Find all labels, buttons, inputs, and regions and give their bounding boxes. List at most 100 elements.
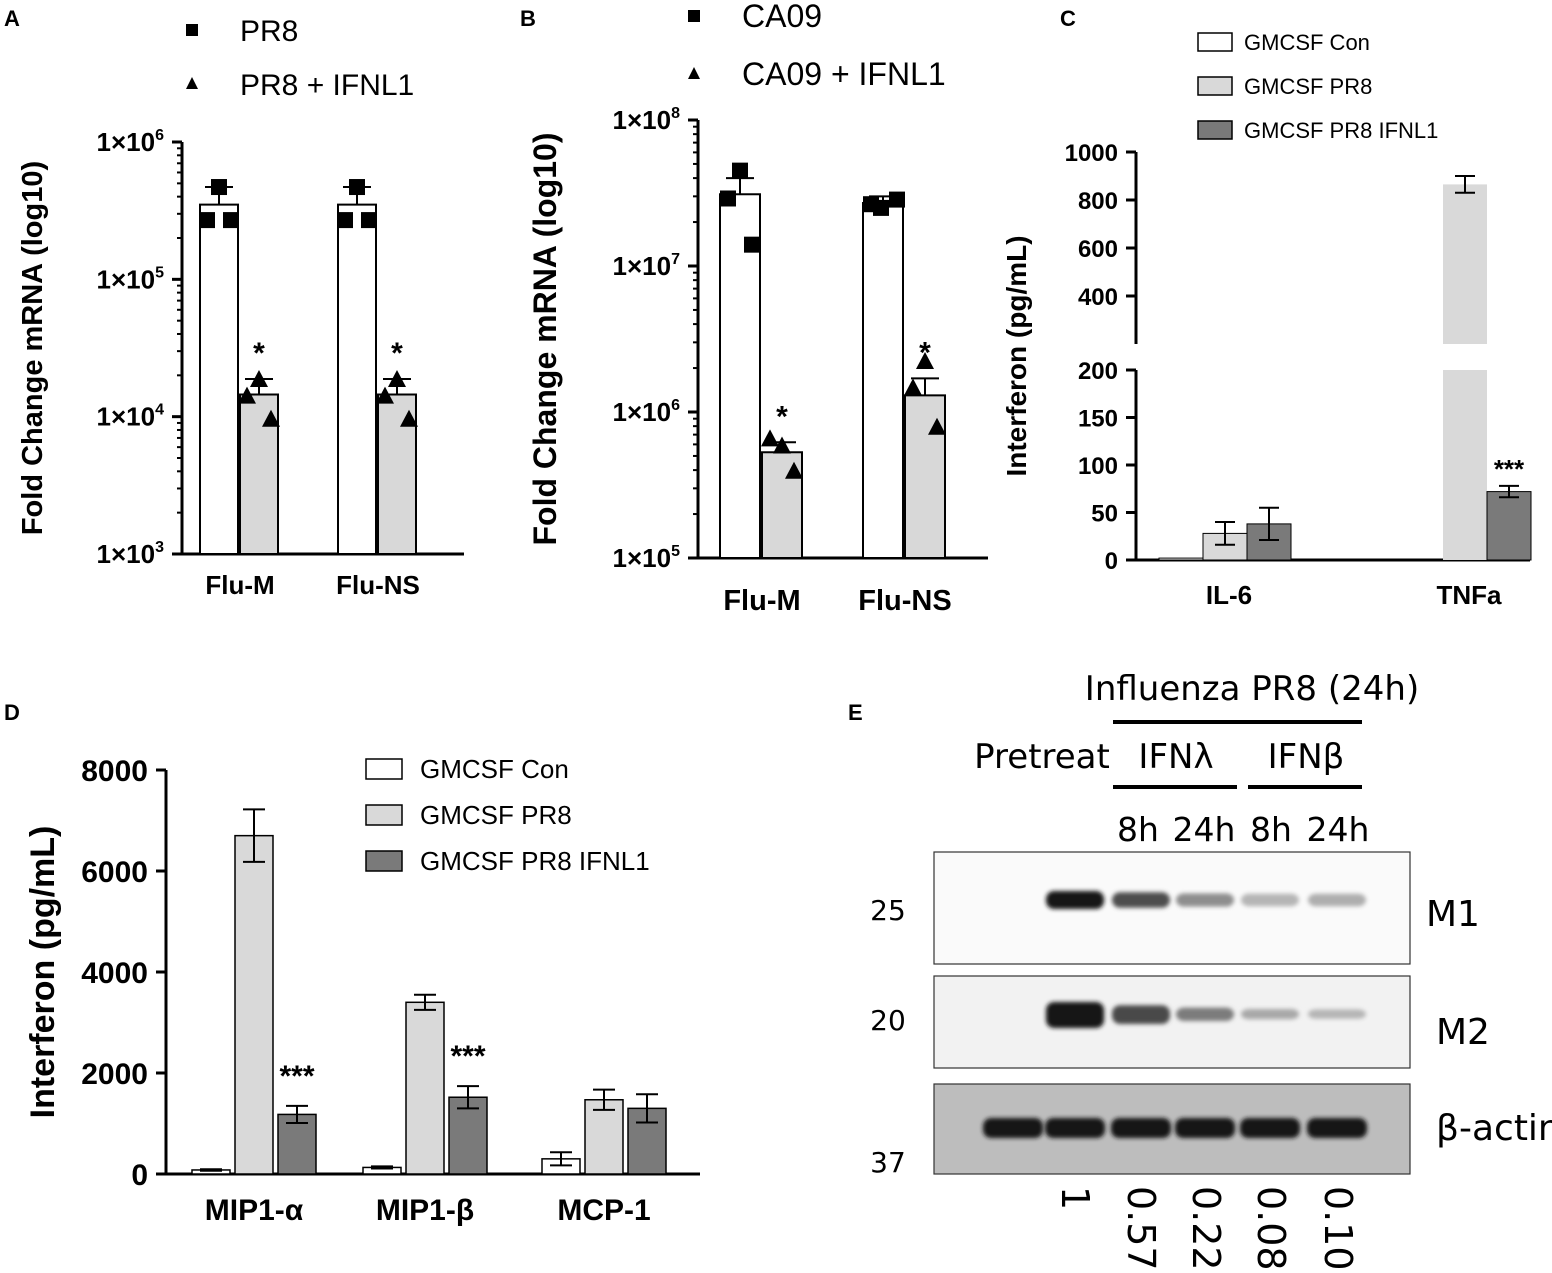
y-tick-base: 1×10	[97, 402, 156, 432]
legend-label-0: CA09	[742, 0, 822, 34]
y-tick-base: 1×10	[97, 264, 156, 294]
y-tick-label-4: 200	[1078, 358, 1118, 385]
data-point-1-0	[773, 436, 791, 454]
bar-1-0	[234, 834, 274, 1175]
data-point-1-1	[376, 386, 394, 404]
panel-letter-d: D	[4, 700, 20, 725]
data-point-0-0	[720, 190, 736, 207]
legend-label-0: GMCSF Con	[420, 754, 569, 784]
legend-label-1: GMCSF PR8	[1244, 74, 1372, 99]
y-tick-label-3: 150	[1078, 406, 1118, 433]
legend-swatch-0	[1197, 32, 1233, 52]
panel-letter-b: B	[520, 6, 536, 31]
y-tick-label-2: 100	[1078, 453, 1118, 480]
western-blot: Influenza PR8 (24h) Pretreat IFNλ IFNβ 8…	[870, 669, 1552, 1271]
legend-swatch-2	[365, 850, 403, 872]
actin-band-lane-3	[1111, 1118, 1171, 1138]
m1-membrane	[933, 851, 1411, 965]
y-tick-exponent: 4	[155, 402, 164, 419]
bar-1-1-upper	[1443, 184, 1487, 344]
legend-swatch-1	[365, 804, 403, 826]
legend-label-1: CA09 + IFNL1	[742, 56, 946, 92]
m2-band-lane-3	[1112, 1005, 1170, 1024]
legend-label-1: PR8 + IFNL1	[240, 69, 414, 102]
y-tick-label-3: 6000	[81, 856, 148, 889]
band-label-m2: M2	[1436, 1012, 1490, 1053]
y-axis-title: Fold Change mRNA (log10)	[17, 161, 49, 535]
data-point-0-1	[889, 191, 905, 208]
y-tick-base: 1×10	[613, 105, 672, 135]
y-tick-base: 1×10	[613, 397, 672, 427]
m2-band-lane-5	[1241, 1009, 1299, 1020]
y-tick-label: 1×105	[613, 543, 681, 573]
legend-label-0: PR8	[240, 15, 298, 48]
bar-1-1	[405, 1001, 445, 1175]
x-category-1: MIP1-β	[376, 1194, 474, 1227]
bar-0-1	[862, 202, 904, 559]
legend-label-2: GMCSF PR8 IFNL1	[420, 846, 650, 876]
ifn-lambda-label: IFNλ	[1138, 737, 1213, 777]
m2-band-lane-4	[1176, 1007, 1234, 1021]
bar-2-1	[1486, 491, 1532, 561]
y-tick-label: 1×107	[613, 251, 681, 281]
legend-label-0: GMCSF Con	[1244, 30, 1370, 55]
blot-bands	[983, 891, 1367, 1138]
mw-marker-25: 25	[870, 894, 906, 927]
y-axis-title: Interferon (pg/mL)	[24, 826, 62, 1119]
data-point-1-0	[238, 386, 256, 404]
actin-band-lane-1	[983, 1118, 1043, 1138]
x-category-1: Flu-NS	[336, 570, 420, 600]
m1-band-lane-6	[1308, 893, 1366, 907]
mw-marker-37: 37	[870, 1146, 906, 1179]
actin-band-lane-6	[1307, 1118, 1367, 1138]
legend-symbol-1	[186, 77, 198, 89]
x-category-1: TNFa	[1437, 580, 1503, 610]
m2-membrane	[933, 975, 1411, 1069]
panel-letter-c: C	[1060, 6, 1076, 31]
data-point-0-1	[361, 212, 377, 229]
legend-swatch-0	[365, 758, 403, 780]
bar-2-1	[448, 1096, 488, 1175]
x-category-0: MIP1-α	[205, 1194, 304, 1227]
y-tick-label-4: 8000	[81, 755, 148, 788]
y-tick-label: 1×108	[613, 105, 681, 135]
legend-swatch-1	[1197, 76, 1233, 96]
y-axis-title: Interferon (pg/mL)	[1001, 235, 1032, 476]
data-point-0-1	[863, 196, 879, 213]
quant-value-lane-6: 0.10	[1316, 1186, 1360, 1271]
x-category-2: MCP-1	[557, 1194, 650, 1227]
significance-0: *	[253, 337, 265, 370]
band-label-m1: M1	[1426, 894, 1480, 935]
y-tick-label-2: 4000	[81, 957, 148, 990]
data-point-1-1	[388, 369, 406, 387]
m1-band-lane-5	[1241, 893, 1299, 907]
m1-band-lane-2	[1046, 891, 1104, 909]
data-point-1-0	[785, 461, 803, 479]
y-tick-label-1: 2000	[81, 1058, 148, 1091]
bar-1-1	[904, 394, 946, 559]
y-tick-exponent: 3	[155, 539, 164, 556]
pretreat-label: Pretreat	[974, 737, 1110, 777]
data-point-0-1	[349, 179, 365, 196]
actin-band-lane-5	[1240, 1118, 1300, 1138]
quant-value-lane-4: 0.22	[1184, 1186, 1228, 1271]
mw-marker-20: 20	[870, 1004, 906, 1037]
y-axis-title: Fold Change mRNA (log10)	[527, 132, 563, 545]
data-point-1-0	[761, 429, 779, 447]
legend-symbol-1	[688, 67, 700, 79]
significance-1: ***	[1494, 454, 1525, 484]
y-tick-label: 1×106	[97, 127, 165, 157]
panel-letter-a: A	[4, 6, 20, 31]
y-tick-base: 1×10	[613, 543, 672, 573]
data-point-0-0	[211, 179, 227, 196]
data-point-1-1	[916, 352, 934, 370]
time-label-3: 8h	[1250, 810, 1292, 849]
m2-band-lane-6	[1308, 1009, 1366, 1019]
y-tick-exponent: 8	[671, 105, 680, 122]
significance-1: ***	[450, 1040, 485, 1073]
y-tick-base: 1×10	[97, 539, 156, 569]
y-tick-label-5: 400	[1078, 284, 1118, 311]
chart-d: GMCSF Con GMCSF PR8 GMCSF PR8 IFNL1 0 2000 40…	[24, 754, 700, 1227]
